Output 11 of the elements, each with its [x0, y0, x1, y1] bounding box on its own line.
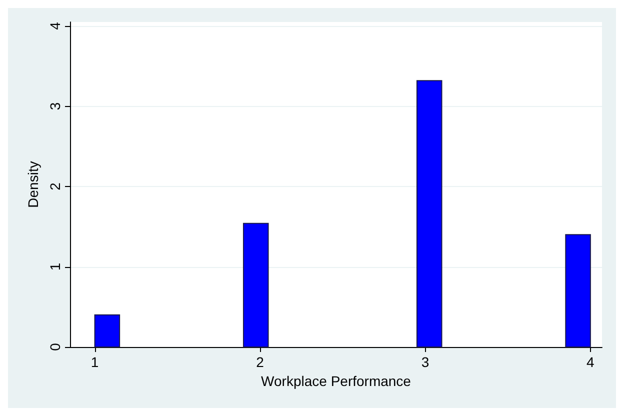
x-tick-label: 2 — [256, 354, 264, 370]
y-axis-title: Density — [25, 161, 42, 208]
y-tick-label: 4 — [47, 22, 63, 30]
y-tick-label: 3 — [47, 102, 63, 110]
x-tick-label: 3 — [421, 354, 430, 370]
y-tick-label: 2 — [47, 182, 63, 190]
x-axis-title: Workplace Performance — [261, 372, 412, 389]
y-tick-label: 1 — [47, 262, 63, 271]
y-tick-label: 0 — [47, 342, 63, 351]
x-tick-label: 1 — [90, 354, 99, 370]
x-tick-label: 4 — [586, 354, 595, 370]
